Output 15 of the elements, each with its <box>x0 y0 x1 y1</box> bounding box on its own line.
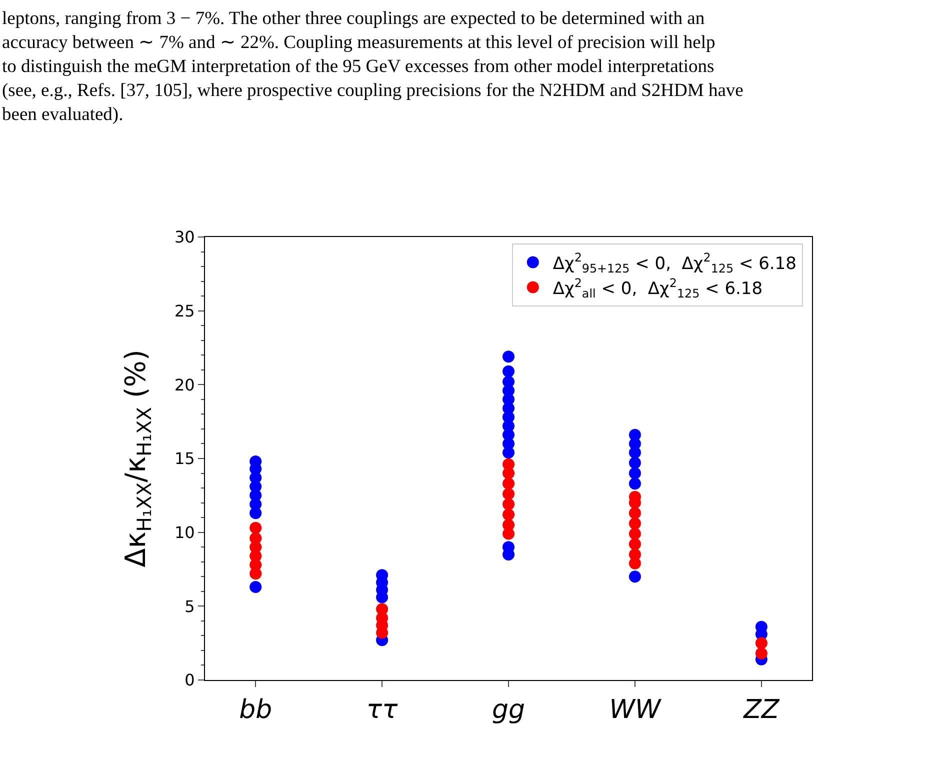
y-tick-label: 0 <box>184 670 195 690</box>
y-tick-label: 20 <box>174 375 195 394</box>
x-tick-label: WW <box>609 695 662 726</box>
x-tick-label: ττ <box>366 695 398 726</box>
y-tick-label: 10 <box>174 522 195 542</box>
legend-label: Δχ$^{2}$$_{all}$ < 0, Δχ$^{2}$$_{125}$ < 6.18 <box>552 276 763 300</box>
x-tick-label: bb <box>239 695 272 726</box>
y-tick-label: 15 <box>174 449 195 468</box>
y-tick-label: 5 <box>184 596 195 616</box>
y-tick-label: 30 <box>174 228 195 247</box>
x-tick-label: gg <box>492 695 526 726</box>
y-tick-label: 25 <box>174 301 195 320</box>
legend-label: Δχ$^{2}$$_{95+125}$ < 0, Δχ$^{2}$$_{125}$ < 6.18 <box>552 250 796 276</box>
text: leptons, ranging from 3 − 7%. The other three couplings are expected to be determined with an accuracy between ∼ 7% and ∼ 22%. Coupling measurements at this level of precision will help to distinguish the meGM interpretation of the 95 GeV excesses from other model interpretations (see, e.g., Refs. [37, 105], where prospective coupling precisions for the N2HDM and S2HDM have been evaluated). <box>2 9 744 126</box>
x-tick-label: ZZ <box>742 695 780 726</box>
